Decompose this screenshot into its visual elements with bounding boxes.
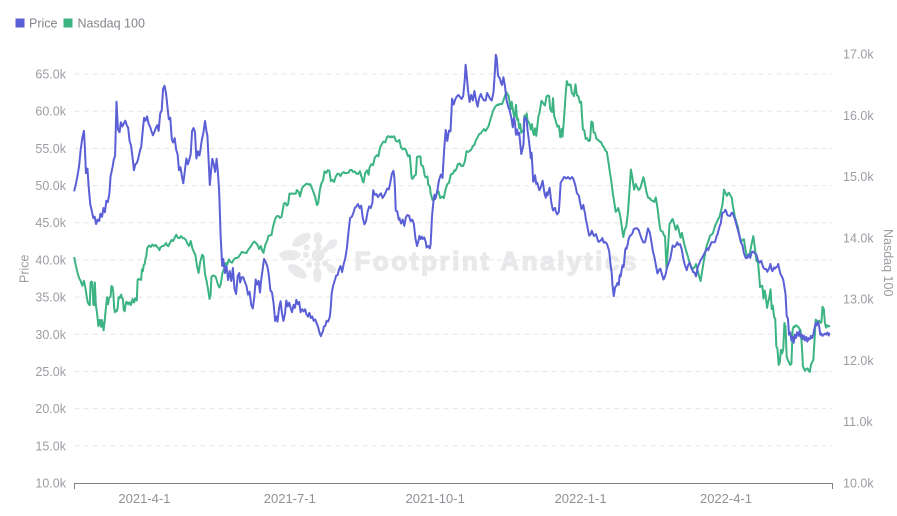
svg-text:55.0k: 55.0k bbox=[35, 142, 66, 156]
svg-text:12.0k: 12.0k bbox=[843, 354, 874, 368]
svg-text:17.0k: 17.0k bbox=[843, 48, 874, 62]
svg-text:45.0k: 45.0k bbox=[35, 216, 66, 230]
svg-text:20.0k: 20.0k bbox=[35, 402, 66, 416]
svg-text:40.0k: 40.0k bbox=[35, 253, 66, 267]
svg-text:Nasdaq 100: Nasdaq 100 bbox=[881, 229, 895, 296]
svg-text:13.0k: 13.0k bbox=[843, 293, 874, 307]
svg-text:Price: Price bbox=[29, 17, 58, 31]
svg-text:2022-4-1: 2022-4-1 bbox=[700, 491, 752, 506]
svg-text:60.0k: 60.0k bbox=[35, 105, 66, 119]
svg-text:16.0k: 16.0k bbox=[843, 109, 874, 123]
svg-text:2022-1-1: 2022-1-1 bbox=[555, 491, 607, 506]
svg-text:Footprint Analytics: Footprint Analytics bbox=[355, 246, 639, 276]
svg-text:Nasdaq 100: Nasdaq 100 bbox=[78, 17, 145, 31]
svg-text:2021-4-1: 2021-4-1 bbox=[118, 491, 170, 506]
svg-text:25.0k: 25.0k bbox=[35, 365, 66, 379]
svg-text:65.0k: 65.0k bbox=[35, 68, 66, 82]
svg-text:10.0k: 10.0k bbox=[35, 477, 66, 491]
svg-text:10.0k: 10.0k bbox=[843, 477, 874, 491]
svg-text:14.0k: 14.0k bbox=[843, 231, 874, 245]
svg-text:11.0k: 11.0k bbox=[843, 415, 873, 429]
svg-text:15.0k: 15.0k bbox=[843, 170, 874, 184]
svg-text:50.0k: 50.0k bbox=[35, 179, 66, 193]
svg-text:2021-10-1: 2021-10-1 bbox=[406, 491, 465, 506]
svg-text:30.0k: 30.0k bbox=[35, 328, 66, 342]
svg-text:Price: Price bbox=[18, 254, 32, 283]
svg-text:35.0k: 35.0k bbox=[35, 291, 66, 305]
svg-text:2021-7-1: 2021-7-1 bbox=[264, 491, 316, 506]
svg-text:15.0k: 15.0k bbox=[35, 439, 66, 453]
